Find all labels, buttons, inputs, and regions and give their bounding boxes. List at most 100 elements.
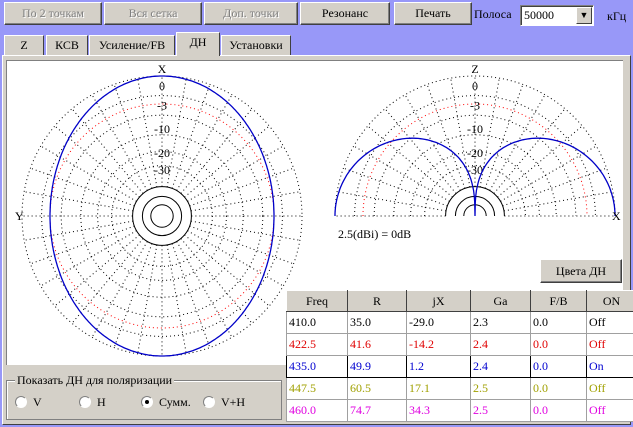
grid-spoke	[24, 191, 134, 212]
col-freq[interactable]: Freq	[286, 290, 348, 312]
resonance-button[interactable]: Резонанс	[300, 2, 390, 25]
table-row[interactable]: 410.0 35.0 -29.0 2.3 0.0 Off	[286, 311, 633, 334]
tab-z[interactable]: Z	[4, 35, 44, 55]
table-cell: 35.0	[347, 311, 407, 334]
table-cell: On	[586, 355, 633, 378]
grid-spoke	[113, 84, 153, 189]
table-cell: -14.2	[406, 333, 471, 356]
pattern-curve	[49, 75, 275, 357]
right-side-axis-label: X	[612, 209, 621, 223]
col-ga[interactable]: Ga	[470, 290, 531, 312]
grid-spoke	[384, 108, 457, 194]
grid-spoke	[502, 167, 607, 207]
grid-spoke	[187, 230, 284, 287]
ring-label: -10	[467, 122, 483, 136]
grid-spoke	[91, 94, 148, 191]
grid-spoke	[166, 78, 187, 188]
inner-ring	[132, 186, 192, 246]
grid-spoke	[71, 108, 144, 194]
radio-v-indicator[interactable]	[15, 396, 27, 408]
table-cell: 17.1	[406, 377, 471, 400]
radio-v-plus-h-indicator[interactable]	[203, 396, 215, 408]
grid-spoke	[137, 244, 158, 354]
inner-ring	[141, 195, 183, 237]
table-cell: 2.5	[470, 377, 531, 400]
table-cell: Off	[586, 333, 633, 356]
grid-spoke	[189, 167, 294, 207]
left-side-axis-label: Y	[15, 209, 24, 223]
table-cell: 422.5	[286, 333, 348, 356]
table-row[interactable]: 435.0 49.9 1.2 2.4 0.0 On	[286, 355, 633, 378]
pattern-colors-button[interactable]: Цвета ДН	[540, 259, 622, 283]
table-cell: 447.5	[286, 377, 348, 400]
all-grid-button[interactable]: Вся сетка	[104, 2, 202, 25]
radio-sum-indicator[interactable]	[141, 396, 153, 408]
col-on[interactable]: ON	[586, 290, 633, 312]
grid-spoke	[337, 191, 447, 212]
table-row[interactable]: 447.5 60.5 17.1 2.5 0.0 Off	[286, 377, 633, 400]
dropdown-arrow-icon[interactable]: ▼	[576, 7, 592, 24]
table-cell: 1.2	[406, 355, 471, 378]
grid-spoke	[91, 241, 148, 338]
print-button[interactable]: Печать	[394, 2, 472, 25]
unit-label: кГц	[607, 9, 627, 23]
table-cell: 34.3	[406, 399, 471, 422]
grid-spoke	[40, 145, 137, 202]
table-cell: 2.3	[470, 311, 531, 334]
grid-spoke	[184, 125, 270, 198]
band-value: 50000	[524, 8, 554, 22]
band-select[interactable]: 50000 ▼	[520, 5, 594, 26]
table-cell: 49.9	[347, 355, 407, 378]
grid-ring	[373, 114, 577, 217]
table-cell: 60.5	[347, 377, 407, 400]
grid-spoke	[503, 191, 613, 212]
tab-gain-fb[interactable]: Усиление/FB	[89, 35, 175, 55]
grid-ring	[80, 134, 244, 298]
grid-spoke	[489, 94, 546, 191]
radio-h-indicator[interactable]	[79, 396, 91, 408]
tab-pattern[interactable]: ДН	[176, 32, 220, 56]
grid-spoke	[137, 78, 158, 188]
inner-ring	[454, 195, 496, 217]
inner-ring	[150, 204, 174, 228]
grid-spoke	[180, 108, 253, 194]
grid-spoke	[404, 94, 461, 191]
ring-label: -30	[467, 163, 483, 177]
table-cell: 2.4	[470, 333, 531, 356]
azimuth-polar-plot: 0 -3 -10 -20 -30	[21, 75, 303, 357]
col-jx[interactable]: jX	[406, 290, 471, 312]
grid-spoke	[493, 108, 566, 194]
inner-ring	[445, 186, 505, 217]
table-cell: Off	[586, 377, 633, 400]
grid-spoke	[426, 84, 466, 189]
grid-spoke	[113, 243, 153, 348]
grid-ring	[41, 95, 283, 337]
grid-spoke	[54, 125, 140, 198]
table-cell: 0.0	[530, 377, 587, 400]
col-fb[interactable]: F/B	[530, 290, 587, 312]
grid-spoke	[190, 220, 300, 241]
tab-settings[interactable]: Установки	[221, 35, 291, 55]
col-r[interactable]: R	[347, 290, 407, 312]
two-points-button[interactable]: По 2 точкам	[4, 2, 102, 25]
grid-spoke	[190, 191, 300, 212]
grid-spoke	[187, 145, 284, 202]
polarization-group: Показать ДН для поляризации V H Сумм. V+…	[6, 373, 282, 420]
table-cell: Off	[586, 399, 633, 422]
grid-spoke	[171, 243, 211, 348]
radio-h-label: H	[97, 395, 106, 409]
tab-swr[interactable]: КСВ	[46, 35, 88, 55]
grid-spoke	[497, 125, 583, 198]
radio-v-label: V	[33, 395, 42, 409]
table-row[interactable]: 460.0 74.7 34.3 2.5 0.0 Off	[286, 399, 633, 422]
frequency-table: Freq R jX Ga F/B ON 410.0 35.0 -29.0 2.3 0.0…	[286, 290, 633, 422]
grid-spoke	[180, 238, 253, 324]
table-row[interactable]: 422.5 41.6 -14.2 2.4 0.0 Off	[286, 333, 633, 356]
right-top-axis-label: Z	[471, 62, 478, 76]
table-cell: 74.7	[347, 399, 407, 422]
ring-label: -3	[470, 98, 480, 112]
elevation-polar-plot: 0 -3 -10 -20 -30	[334, 75, 616, 217]
extra-points-button[interactable]: Доп. точки	[204, 2, 298, 25]
grid-ring	[334, 75, 616, 217]
gain-reference-caption: 2.5(dBi) = 0dB	[338, 227, 411, 241]
